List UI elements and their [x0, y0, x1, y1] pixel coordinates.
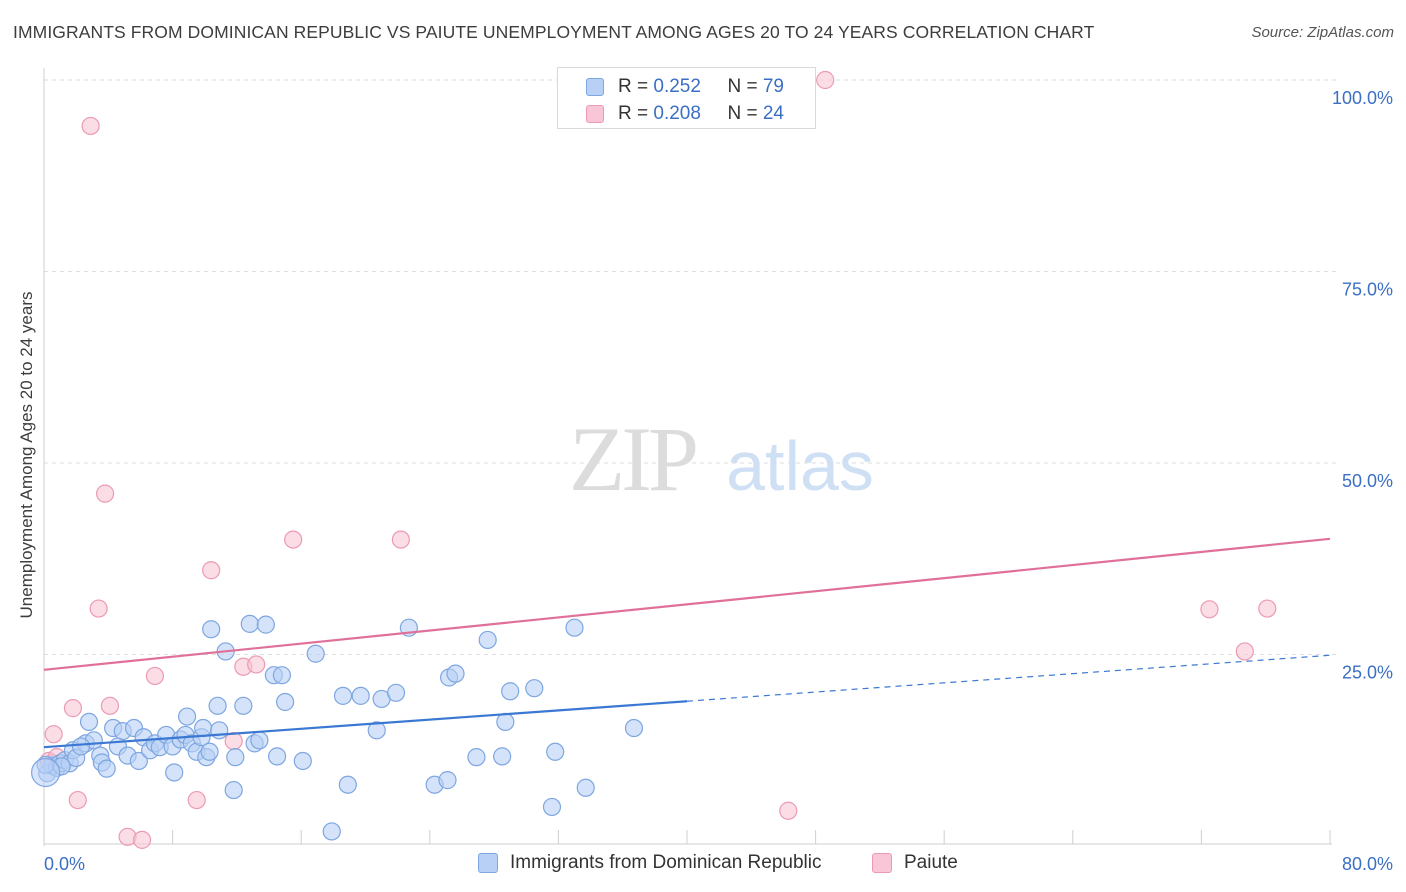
dominican-point — [338, 775, 357, 794]
legend-swatch-paiute — [586, 105, 604, 123]
dominican-point — [438, 771, 457, 790]
dominican-point — [496, 712, 515, 732]
axes — [43, 68, 1332, 846]
dominican-point — [97, 759, 116, 778]
paiute-point — [68, 790, 87, 810]
paiute-point — [202, 561, 221, 580]
dominican-point — [165, 763, 184, 782]
dominican-point — [293, 751, 312, 771]
legend-n-value: 24 — [762, 103, 784, 124]
dominican-point — [478, 630, 497, 650]
bottom-legend-label-paiute: Paiute — [904, 852, 958, 873]
tick-labels: 25.0% 50.0% 75.0% 100.0% 0.0% 80.0% — [44, 88, 1393, 874]
y-axis-label: Unemployment Among Ages 20 to 24 years — [17, 291, 36, 619]
dominican-point — [177, 707, 197, 726]
dominican-point — [351, 686, 370, 705]
legend-r-value: 0.252 — [653, 76, 701, 97]
paiute-point — [100, 696, 120, 715]
dominican-trend-line — [43, 700, 688, 749]
paiute-point — [95, 484, 115, 503]
legend-r-value: 0.208 — [653, 103, 701, 124]
dominican-point — [565, 618, 584, 637]
legend-r-label: R = — [618, 76, 654, 97]
dominican-point — [194, 718, 213, 738]
dominican-point — [224, 780, 243, 800]
paiute-point — [63, 699, 83, 718]
paiute-point — [132, 830, 152, 849]
dominican-point — [542, 797, 562, 817]
gridlines — [44, 79, 1338, 655]
paiute-point — [391, 530, 410, 549]
paiute-trend-line — [43, 537, 1331, 671]
dominican-point — [267, 747, 287, 766]
dominican-point — [200, 742, 219, 761]
watermark: ZIP atlas — [569, 408, 874, 510]
dominican-point — [306, 644, 325, 663]
dominican-point — [576, 778, 595, 797]
paiute-point — [284, 530, 303, 549]
dominican-point — [367, 721, 386, 740]
dominican-point — [210, 721, 229, 740]
bottom-legend-label-dominican: Immigrants from Dominican Republic — [510, 852, 822, 873]
dominican-point — [467, 748, 486, 767]
y-tick-label: 100.0% — [1332, 88, 1393, 108]
dominican-points — [31, 614, 644, 841]
bottom-legend-swatch-dominican — [478, 853, 498, 873]
legend-n-label: N = — [727, 76, 763, 97]
legend-r-label: R = — [618, 103, 654, 124]
watermark-zip: ZIP — [569, 408, 696, 510]
dominican-point — [250, 731, 269, 750]
dominican-point — [322, 822, 341, 841]
paiute-point — [247, 655, 266, 674]
dominican-point — [272, 666, 292, 685]
y-tick-label: 25.0% — [1342, 663, 1393, 683]
dominican-point — [256, 615, 275, 634]
paiute-point — [1235, 642, 1254, 661]
dominican-point — [386, 683, 406, 702]
dominican-point — [525, 679, 544, 698]
dominican-trend-extension — [686, 654, 1331, 702]
paiute-point — [816, 70, 835, 90]
dominican-point — [501, 682, 520, 701]
paiute-point — [89, 599, 108, 618]
dominican-point — [226, 748, 245, 767]
dominican-point — [546, 742, 565, 761]
paiute-point — [187, 790, 206, 810]
dominican-point — [234, 696, 253, 715]
dominican-point — [240, 614, 259, 633]
dominican-point — [446, 664, 465, 683]
chart-source: Source: ZipAtlas.com — [1251, 24, 1394, 41]
legend-swatch-dominican — [586, 78, 604, 96]
bottom-legend-swatch-paiute — [872, 853, 892, 873]
dominican-point — [79, 712, 99, 732]
dominican-point — [624, 718, 644, 738]
dominican-point — [71, 737, 91, 756]
paiute-point — [145, 666, 165, 686]
watermark-atlas: atlas — [726, 427, 874, 505]
dominican-point — [493, 747, 512, 766]
legend-n-label: N = — [727, 103, 763, 124]
dominican-point — [276, 692, 295, 712]
correlation-legend: R = 0.252 N = 79 R = 0.208 N = 24 — [557, 67, 816, 129]
x-tick-label: 0.0% — [44, 854, 85, 874]
legend-n-value: 79 — [762, 76, 784, 97]
dominican-point — [333, 686, 353, 705]
dominican-point-cluster — [31, 757, 61, 788]
paiute-point — [779, 801, 798, 820]
trend-lines — [43, 537, 1331, 749]
y-tick-label: 50.0% — [1342, 471, 1393, 491]
chart-title: IMMIGRANTS FROM DOMINICAN REPUBLIC VS PA… — [13, 22, 1095, 42]
y-tick-label: 75.0% — [1342, 280, 1393, 300]
paiute-point — [81, 116, 100, 136]
paiute-point — [44, 725, 63, 744]
dominican-point — [202, 620, 221, 639]
paiute-point — [1200, 600, 1219, 619]
paiute-point — [1258, 599, 1277, 618]
dominican-point — [129, 751, 148, 771]
x-tick-label: 80.0% — [1342, 854, 1393, 874]
dominican-point — [208, 696, 227, 715]
